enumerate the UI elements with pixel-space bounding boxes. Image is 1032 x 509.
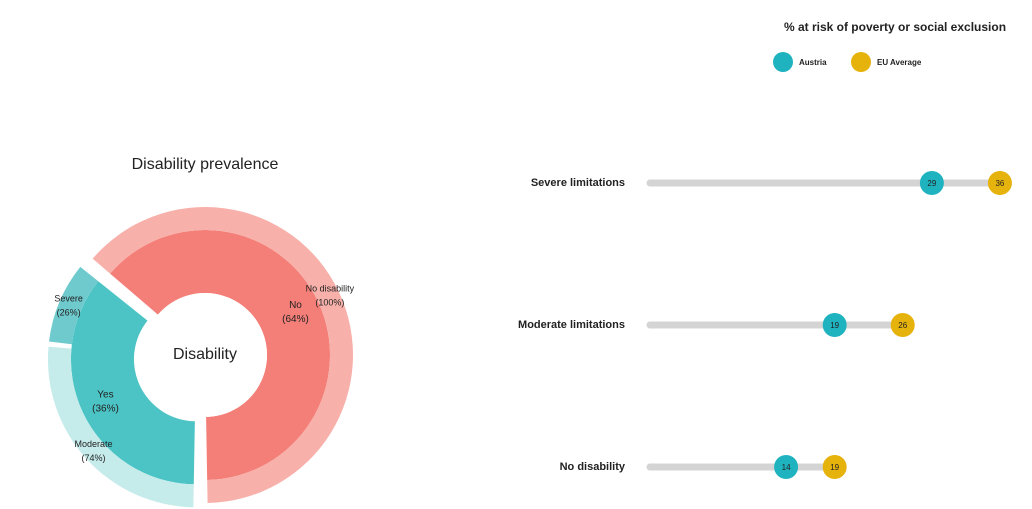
outer-label: Severe	[54, 293, 83, 303]
dot-label: 29	[927, 179, 936, 188]
inner-value-label: (36%)	[92, 403, 119, 414]
outer-slice	[47, 346, 194, 508]
row-label: Severe limitations	[531, 177, 625, 189]
outer-label: No disability	[306, 284, 355, 294]
dot	[890, 313, 915, 337]
dot-label: 36	[995, 179, 1004, 188]
legend-title: % at risk of poverty or social exclusion	[784, 20, 1006, 34]
row-label: Moderate limitations	[518, 319, 625, 331]
dot-label: 19	[830, 321, 839, 330]
outer-slice	[92, 207, 354, 503]
inner-value-label: (64%)	[282, 314, 309, 325]
dot	[987, 171, 1012, 195]
dot	[919, 171, 944, 195]
inner-slice	[70, 281, 195, 485]
outer-label: Moderate	[74, 439, 112, 449]
dot-label: 19	[830, 463, 839, 472]
inner-label: Yes	[97, 389, 113, 400]
dot-label: 14	[782, 463, 791, 472]
legend-swatch	[851, 52, 871, 72]
center-hole	[143, 293, 267, 417]
dot-label: 26	[898, 321, 907, 330]
legend-swatch	[773, 52, 793, 72]
legend-label: EU Average	[877, 58, 922, 67]
outer-value-label: (74%)	[81, 453, 105, 463]
outer-slice	[49, 266, 99, 345]
dot	[774, 455, 799, 479]
dot	[822, 455, 847, 479]
outer-value-label: (100%)	[315, 298, 344, 308]
chart-title: Disability prevalence	[132, 156, 279, 173]
center-label: Disability	[173, 346, 237, 363]
row-label: No disability	[560, 461, 626, 473]
outer-value-label: (26%)	[57, 307, 81, 317]
inner-slice	[110, 230, 330, 480]
inner-label: No	[289, 300, 302, 311]
dot	[822, 313, 847, 337]
legend-label: Austria	[799, 58, 827, 67]
